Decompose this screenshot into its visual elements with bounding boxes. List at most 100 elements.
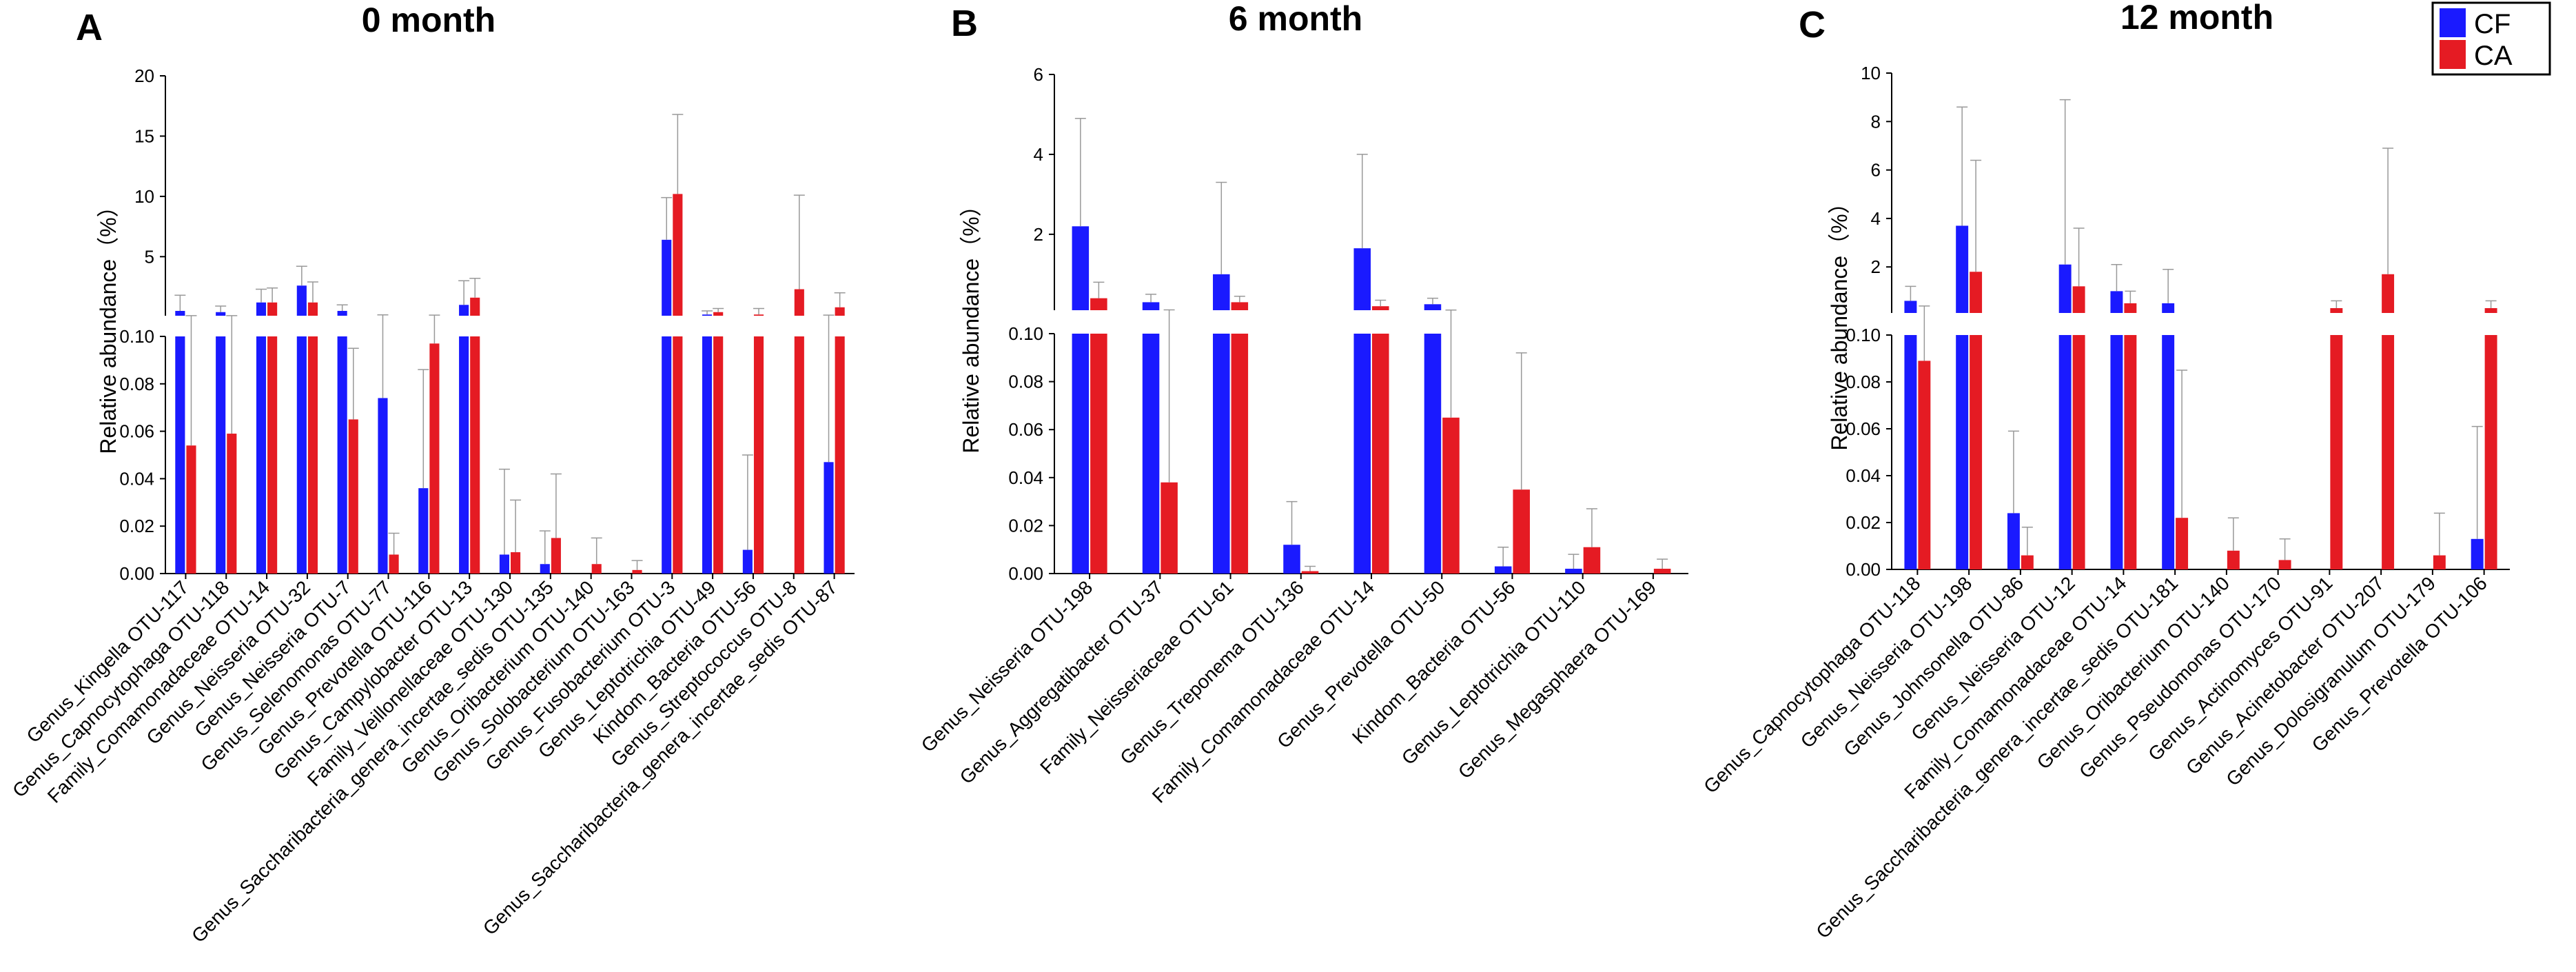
bar-ca: [429, 343, 440, 574]
bar-cf: [1424, 334, 1442, 574]
bar-ca: [2124, 335, 2137, 569]
panel-b-plot: Relative abundance（%） 0.00 0.02 0.04 0.06 0.0…: [917, 64, 1688, 807]
panel-c: C 12 month Relative abundance（%） 0.00 0.02…: [1699, 0, 2510, 942]
bar-ca-upper: [2124, 303, 2137, 313]
bar-cf: [742, 549, 753, 574]
y-tick-label: 4: [1871, 208, 1881, 229]
bar-ca: [1231, 334, 1249, 574]
y-tick-label: 0.00: [1846, 559, 1881, 580]
bar-ca: [2382, 335, 2395, 569]
legend-swatch-ca: [2440, 40, 2466, 69]
bar-ca-upper: [753, 314, 764, 316]
bar-cf: [256, 336, 267, 574]
bar-ca: [1970, 335, 1983, 569]
bar-cf: [2110, 335, 2123, 569]
bar-cf: [1072, 334, 1090, 574]
bar-ca: [1918, 361, 1931, 569]
bar-cf-upper: [1142, 302, 1160, 310]
bar-cf: [540, 564, 550, 574]
y-tick-label: 0.08: [1846, 372, 1881, 392]
bar-cf: [459, 336, 469, 574]
bar-cf-upper: [337, 311, 347, 316]
bar-cf-upper: [1353, 248, 1371, 310]
bar-cf-upper: [2110, 291, 2123, 313]
y-tick-label: 0.00: [1008, 563, 1043, 584]
bar-cf: [1956, 335, 1969, 569]
bar-cf: [2058, 335, 2072, 569]
bar-ca-upper: [835, 307, 845, 316]
y-tick-label: 0.08: [119, 374, 154, 394]
bar-cf: [1565, 569, 1582, 574]
bar-cf: [2471, 538, 2484, 569]
y-tick-label: 2: [1034, 224, 1043, 245]
bar-ca: [307, 336, 318, 574]
y-tick-label: 0.10: [1008, 323, 1043, 344]
bar-ca: [2433, 555, 2446, 569]
bar-ca-upper: [307, 302, 318, 316]
bar-ca-upper: [2330, 307, 2343, 313]
bar-ca: [713, 336, 724, 574]
bar-ca: [1372, 334, 1389, 574]
legend: CF CA: [2431, 1, 2551, 76]
y-tick-label: 0.04: [119, 468, 154, 489]
panel-b: B 6 month Relative abundance（%） 0.00 0.02 0…: [917, 0, 1688, 807]
bar-cf: [418, 488, 429, 574]
bar-cf: [499, 554, 509, 574]
y-tick-label: 4: [1034, 144, 1043, 165]
bar-ca-upper: [2072, 286, 2085, 313]
bar-ca: [227, 434, 237, 574]
bar-ca: [2330, 335, 2343, 569]
y-tick-label: 0.02: [1008, 515, 1043, 536]
bar-ca-upper: [713, 312, 724, 316]
bar-cf: [1213, 334, 1230, 574]
bar-ca: [551, 538, 561, 574]
panel-c-title: 12 month: [2120, 0, 2273, 37]
bar-cf: [2007, 513, 2020, 569]
bar-ca: [511, 552, 521, 574]
legend-swatch-cf: [2440, 8, 2466, 37]
bar-cf-upper: [2162, 303, 2175, 313]
bar-cf-upper: [175, 311, 185, 316]
y-tick-label: 20: [134, 65, 154, 86]
bar-ca: [632, 569, 642, 574]
bar-ca: [753, 336, 764, 574]
bar-cf-upper: [662, 239, 672, 316]
bar-ca-upper: [1090, 298, 1107, 310]
bar-ca-upper: [2382, 274, 2395, 313]
bar-cf: [1904, 335, 1917, 569]
bar-cf-upper: [702, 314, 713, 316]
panel-c-plot: Relative abundance（%） 0.00 0.02 0.04 0.06 0.0…: [1699, 63, 2510, 942]
bar-cf-upper: [296, 285, 307, 316]
y-tick-label: 0.10: [1846, 325, 1881, 345]
bar-cf: [1494, 566, 1512, 574]
bar-ca: [591, 564, 602, 574]
bar-ca-upper: [1970, 272, 1983, 313]
panel-a-title: 0 month: [362, 1, 495, 39]
panel-a: A 0 month Relative abundance（%） 0.00 0.02 0…: [8, 1, 855, 946]
bar-ca: [2278, 560, 2291, 569]
bar-ca: [1653, 569, 1671, 574]
bar-ca: [470, 336, 480, 574]
bar-cf: [662, 336, 672, 574]
bar-ca-upper: [794, 289, 804, 316]
bar-cf-upper: [1424, 304, 1442, 310]
bar-cf-upper: [1956, 225, 1969, 313]
panel-b-title: 6 month: [1229, 0, 1362, 38]
bar-ca: [1442, 417, 1460, 574]
y-tick-label: 10: [1861, 63, 1881, 83]
bar-cf-upper: [459, 305, 469, 316]
bar-ca: [2176, 518, 2189, 569]
bar-cf: [1142, 334, 1160, 574]
y-tick-label: 6: [1034, 64, 1043, 85]
bar-ca: [186, 445, 196, 574]
y-tick-label: 0.10: [119, 326, 154, 347]
panel-c-label: C: [1799, 4, 1826, 45]
bar-cf-upper: [1072, 226, 1090, 310]
y-tick-label: 0.02: [1846, 512, 1881, 533]
bar-ca: [1583, 547, 1601, 574]
bar-ca: [1513, 489, 1530, 574]
bar-ca: [835, 336, 845, 574]
bar-ca: [1090, 334, 1107, 574]
panel-b-label: B: [951, 3, 978, 44]
